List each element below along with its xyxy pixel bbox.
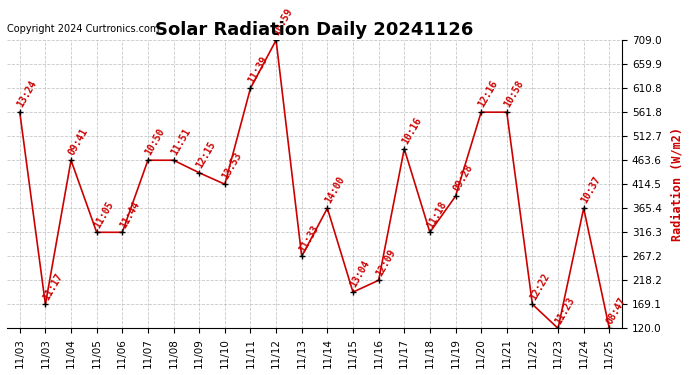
Text: 10:16: 10:16 (400, 116, 423, 146)
Text: Copyright 2024 Curtronics.com: Copyright 2024 Curtronics.com (7, 24, 159, 34)
Text: 10:59: 10:59 (272, 7, 295, 38)
Text: 12:22: 12:22 (528, 271, 551, 302)
Title: Solar Radiation Daily 20241126: Solar Radiation Daily 20241126 (155, 21, 474, 39)
Text: 09:41: 09:41 (66, 127, 90, 158)
Text: 10:50: 10:50 (144, 127, 167, 158)
Text: 13:24: 13:24 (15, 79, 39, 110)
Text: 12:09: 12:09 (374, 247, 397, 278)
Text: 14:00: 14:00 (323, 175, 346, 206)
Text: 12:16: 12:16 (477, 79, 500, 110)
Text: 11:39: 11:39 (246, 55, 269, 86)
Text: 11:05: 11:05 (92, 199, 115, 230)
Text: 11:23: 11:23 (553, 295, 577, 326)
Text: 12:15: 12:15 (195, 140, 218, 170)
Text: 11:18: 11:18 (426, 199, 449, 230)
Text: 13:53: 13:53 (220, 151, 244, 182)
Text: 10:58: 10:58 (502, 79, 526, 110)
Text: 13:04: 13:04 (348, 259, 372, 290)
Text: 11:44: 11:44 (118, 199, 141, 230)
Text: 11:33: 11:33 (297, 223, 321, 254)
Text: 10:37: 10:37 (579, 175, 602, 206)
Text: 09:28: 09:28 (451, 163, 474, 194)
Text: 11:17: 11:17 (41, 271, 64, 302)
Text: 08:47: 08:47 (605, 295, 628, 326)
Y-axis label: Radiation (W/m2): Radiation (W/m2) (670, 127, 683, 241)
Text: 11:51: 11:51 (169, 127, 193, 158)
